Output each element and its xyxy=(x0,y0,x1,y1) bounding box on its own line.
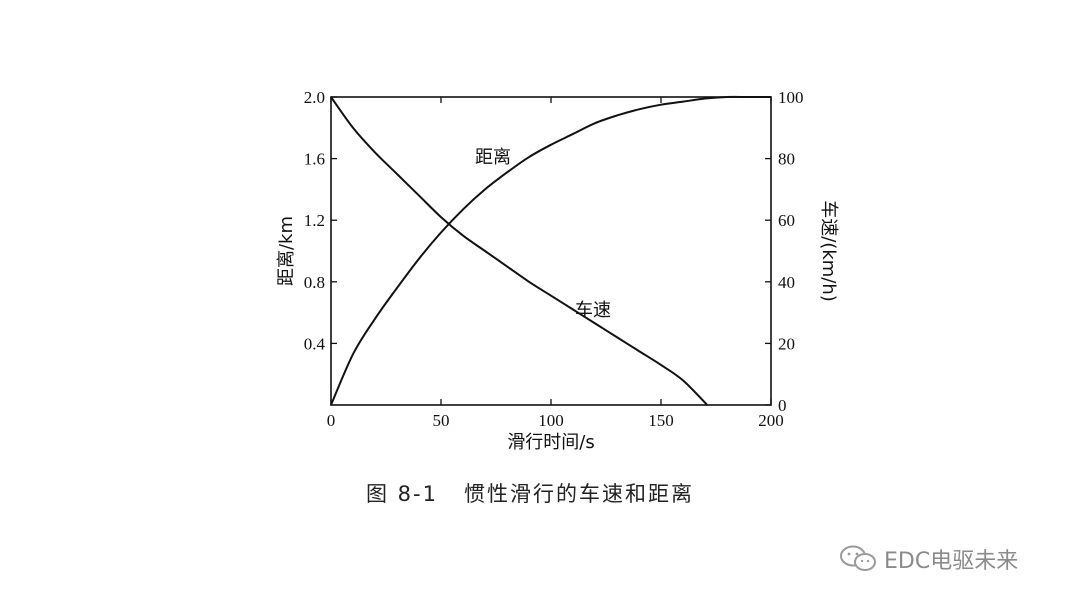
y-right-axis-title: 车速/(km/h) xyxy=(818,200,839,302)
y-left-tick-label: 1.2 xyxy=(304,211,325,230)
tick-marks xyxy=(330,96,772,406)
y-right-tick-label: 60 xyxy=(778,211,795,230)
y-left-axis-title: 距离/km xyxy=(276,216,297,286)
watermark-text: EDC电驱未来 xyxy=(884,549,1019,574)
y-left-tick-label: 0.4 xyxy=(304,334,326,353)
series-line-speed xyxy=(330,96,708,406)
plot-frame xyxy=(330,96,772,406)
tick-labels: 0 50 100 150 200 0.4 0.8 1.2 1.6 2.0 0 20 40 60 80 100 xyxy=(304,88,804,430)
figure-caption: 图 8-1 惯性滑行的车速和距离 xyxy=(366,482,694,506)
y-left-tick-label: 2.0 xyxy=(304,88,325,107)
x-tick-label: 150 xyxy=(648,411,674,430)
x-tick-label: 100 xyxy=(538,411,564,430)
series-label-distance: 距离 xyxy=(475,147,511,168)
watermark: EDC电驱未来 xyxy=(838,543,1018,575)
series-label-speed: 车速 xyxy=(575,300,611,321)
x-tick-label: 50 xyxy=(433,411,450,430)
y-right-tick-label: 40 xyxy=(778,273,795,292)
y-left-tick-label: 0.8 xyxy=(304,273,325,292)
y-right-tick-label: 80 xyxy=(778,150,795,169)
x-tick-label: 0 xyxy=(327,411,336,430)
y-right-tick-label: 20 xyxy=(778,334,795,353)
y-right-tick-label: 100 xyxy=(778,88,804,107)
x-tick-label: 200 xyxy=(758,411,784,430)
wechat-icon xyxy=(840,545,876,571)
y-right-tick-label: 0 xyxy=(778,396,787,415)
x-axis-title: 滑行时间/s xyxy=(507,432,594,453)
series-group xyxy=(330,95,771,406)
y-left-tick-label: 1.6 xyxy=(304,150,325,169)
series-line-distance xyxy=(330,95,771,406)
